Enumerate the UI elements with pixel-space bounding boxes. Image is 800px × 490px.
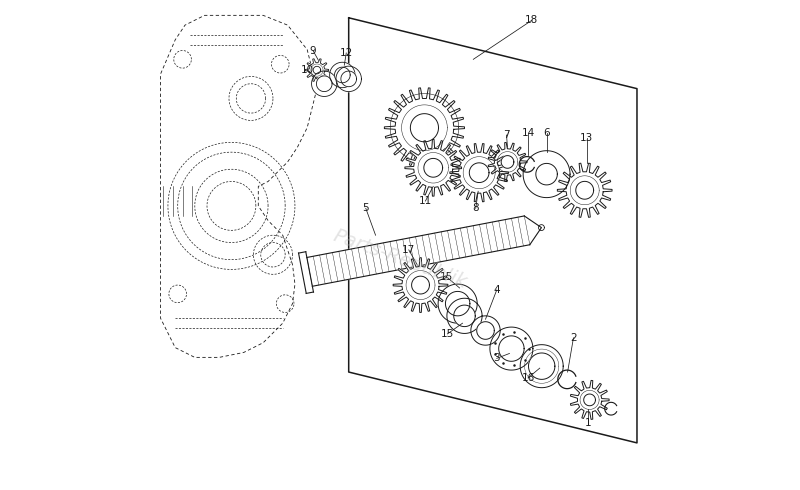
Polygon shape <box>490 327 533 370</box>
Text: 8: 8 <box>473 203 479 213</box>
Polygon shape <box>454 305 475 327</box>
Polygon shape <box>384 88 465 168</box>
Polygon shape <box>446 292 470 316</box>
Text: 12: 12 <box>340 48 353 58</box>
Text: 15: 15 <box>440 272 453 282</box>
Polygon shape <box>341 71 357 87</box>
Polygon shape <box>330 62 355 88</box>
Polygon shape <box>584 394 595 406</box>
Polygon shape <box>349 18 637 443</box>
Text: 18: 18 <box>526 15 538 25</box>
Polygon shape <box>529 353 555 379</box>
Polygon shape <box>307 216 530 286</box>
Text: 17: 17 <box>402 245 415 255</box>
Polygon shape <box>306 59 329 81</box>
Polygon shape <box>313 66 321 74</box>
Polygon shape <box>520 344 563 388</box>
Polygon shape <box>477 322 494 339</box>
Polygon shape <box>570 380 609 419</box>
Text: 11: 11 <box>418 196 432 206</box>
Polygon shape <box>498 336 524 361</box>
Text: Parts-Republik: Parts-Republik <box>330 226 470 293</box>
Polygon shape <box>447 298 482 333</box>
Text: 3: 3 <box>494 353 500 364</box>
Polygon shape <box>488 143 527 181</box>
Polygon shape <box>450 144 509 202</box>
Polygon shape <box>334 67 350 83</box>
Text: 15: 15 <box>441 329 454 339</box>
Text: 14: 14 <box>522 127 534 138</box>
Polygon shape <box>405 140 462 196</box>
Polygon shape <box>412 276 430 294</box>
Polygon shape <box>523 151 570 197</box>
Polygon shape <box>410 114 438 142</box>
Text: 1: 1 <box>585 418 591 428</box>
Polygon shape <box>298 252 314 294</box>
Text: 16: 16 <box>522 373 534 383</box>
Text: 2: 2 <box>570 333 577 343</box>
Polygon shape <box>576 181 594 199</box>
Polygon shape <box>311 71 337 97</box>
Text: 5: 5 <box>362 203 369 213</box>
Polygon shape <box>558 163 612 218</box>
Polygon shape <box>524 216 542 245</box>
Text: 9: 9 <box>310 46 316 55</box>
Polygon shape <box>393 258 448 313</box>
Text: 10: 10 <box>301 65 314 75</box>
Polygon shape <box>424 158 442 177</box>
Polygon shape <box>336 66 362 92</box>
Polygon shape <box>438 284 478 323</box>
Text: 7: 7 <box>503 130 510 140</box>
Polygon shape <box>536 163 558 185</box>
Polygon shape <box>470 163 489 183</box>
Text: 13: 13 <box>580 132 594 143</box>
Polygon shape <box>317 76 332 92</box>
Polygon shape <box>501 156 514 168</box>
Text: 4: 4 <box>494 285 500 295</box>
Polygon shape <box>161 15 317 357</box>
Polygon shape <box>471 316 500 345</box>
Text: 6: 6 <box>543 127 550 138</box>
